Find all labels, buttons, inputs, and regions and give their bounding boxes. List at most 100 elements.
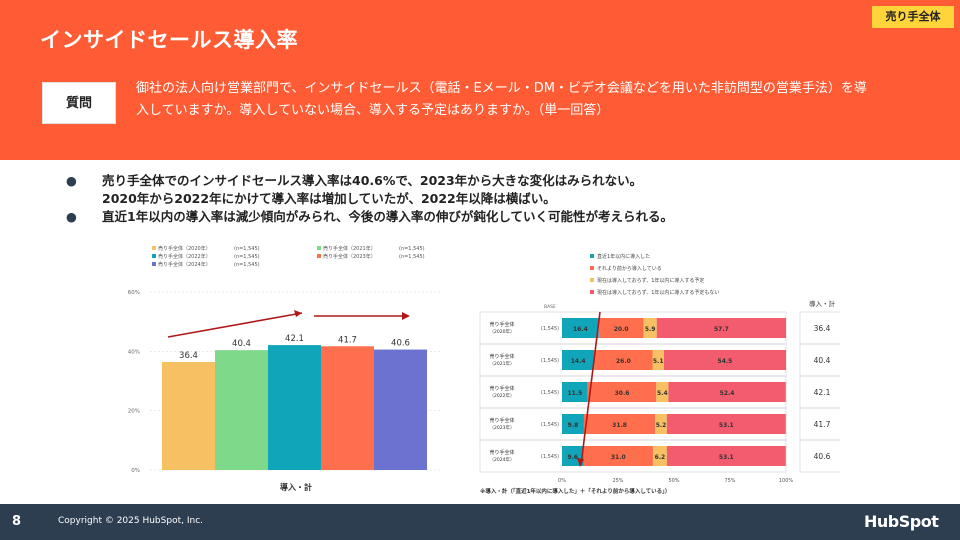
trend-arrows	[167, 310, 410, 338]
stack-segment	[655, 414, 667, 434]
hubspot-logo: HubSpot	[864, 512, 939, 531]
legend-n: (n=1,545)	[399, 246, 425, 252]
segment-label: 5.1	[653, 358, 664, 365]
x-tick-label: 75%	[724, 478, 735, 484]
legend-label: 現在は導入しておらず、1年以内に導入する予定	[597, 277, 704, 284]
summary-bullets: ● 売り手全体でのインサイドセールス導入率は40.6%で、2023年から大きな変…	[66, 172, 926, 226]
segment-label: 5.4	[657, 390, 668, 397]
stack-segment	[562, 414, 584, 434]
segment-label: 9.6	[567, 454, 578, 461]
stack-segment	[666, 414, 786, 434]
bar	[321, 346, 374, 470]
row-sublabel: （2024年）	[490, 456, 515, 463]
row-base: (1,545)	[541, 390, 559, 396]
bar	[374, 349, 427, 470]
legend-swatch	[152, 254, 156, 258]
x-tick-label: 0%	[558, 478, 566, 484]
legend-label: それより前から導入している	[597, 265, 662, 272]
row-frame	[479, 439, 787, 473]
segment-badge: 売り手全体	[872, 6, 954, 28]
legend-label: 売り手全体（2023年）	[323, 253, 376, 260]
x-axis-label: 導入・計	[280, 482, 312, 492]
stack-segment	[562, 382, 588, 402]
segment-label: 26.0	[616, 358, 631, 365]
x-axis: 0% 25% 50% 75% 100%	[558, 478, 793, 484]
stack-segment	[663, 350, 786, 370]
stack-segment	[643, 318, 657, 338]
bar	[162, 362, 215, 470]
stack-segment	[594, 350, 653, 370]
bullet-item: ● 売り手全体でのインサイドセールス導入率は40.6%で、2023年から大きな変…	[66, 172, 926, 208]
segment-label: 14.4	[571, 358, 586, 365]
row-total: 42.1	[814, 388, 831, 397]
segment-label: 5.2	[656, 422, 667, 429]
stack-segment	[583, 414, 656, 434]
trend-arrow-up	[167, 312, 303, 338]
row-total: 40.4	[814, 356, 831, 365]
y-tick-label: 40%	[128, 349, 140, 355]
chart-legend: 直近1年以内に導入したそれより前から導入している現在は導入しておらず、1年以内に…	[590, 253, 719, 296]
page-title: インサイドセールス導入率	[40, 28, 298, 52]
row-base: (1,545)	[541, 326, 559, 332]
row-total: 36.4	[814, 324, 831, 333]
segment-label: 6.2	[655, 454, 666, 461]
legend-swatch	[590, 290, 594, 294]
legend-n: (n=1,545)	[399, 254, 425, 260]
segment-label: 5.9	[645, 326, 656, 333]
footer-bar: 8 Copyright © 2025 HubSpot, Inc. HubSpot	[0, 504, 960, 540]
segment-label: 53.1	[719, 422, 734, 429]
segment-label: 30.6	[615, 390, 630, 397]
chart-legend: 売り手全体（2020年） (n=1,545) 売り手全体（2021年） (n=1,54…	[152, 245, 425, 268]
adoption-breakdown-stacked-chart: 直近1年以内に導入したそれより前から導入している現在は導入しておらず、1年以内に…	[479, 253, 840, 495]
legend-swatch	[317, 254, 321, 258]
bullet-text: 直近1年以内の導入率は減少傾向がみられ、今後の導入率の伸びが鈍化していく可能性が…	[102, 209, 673, 224]
row-sublabel: （2020年）	[490, 328, 515, 335]
row-sublabel: （2022年）	[490, 392, 515, 399]
segment-label: 57.7	[714, 326, 729, 333]
x-tick-label: 100%	[779, 478, 794, 484]
legend-n: (n=1,545)	[234, 246, 260, 252]
row-sublabel: （2021年）	[490, 360, 515, 367]
row-total: 40.6	[814, 452, 831, 461]
bar-value-label: 40.6	[391, 339, 410, 349]
legend-label: 売り手全体（2024年）	[158, 261, 211, 268]
legend-swatch	[152, 262, 156, 266]
chart-footnote: ※導入・計（「直近1年以内に導入した」＋「それより前から導入している」）	[480, 487, 670, 495]
stack-segment	[652, 350, 664, 370]
yearly-adoption-bar-chart: 売り手全体（2020年） (n=1,545) 売り手全体（2021年） (n=1,54…	[128, 245, 442, 492]
stack-segment	[668, 382, 786, 402]
trend-arrowhead	[294, 310, 302, 317]
y-tick-label: 0%	[131, 468, 140, 474]
legend-label: 売り手全体（2021年）	[323, 245, 376, 252]
stack-segment	[598, 318, 644, 338]
stack-segment	[652, 446, 667, 466]
row-label: 売り手全体	[489, 385, 514, 392]
bar-value-label: 41.7	[338, 335, 357, 345]
chart-bars: 36.4 40.4 42.1 41.7 40.6	[162, 334, 427, 470]
question-label: 質問	[42, 82, 116, 124]
bullet-icon: ●	[66, 173, 77, 188]
trend-arrowhead	[402, 312, 410, 320]
total-cell-frame	[799, 439, 840, 473]
segment-label: 11.5	[567, 390, 582, 397]
legend-swatch	[590, 254, 594, 258]
legend-swatch	[152, 246, 156, 250]
legend-swatch	[317, 246, 321, 250]
header-banner: インサイドセールス導入率 売り手全体 質問 御社の法人向け営業部門で、インサイド…	[0, 0, 960, 160]
row-base: (1,545)	[541, 454, 559, 460]
segment-label: 31.0	[611, 454, 626, 461]
legend-n: (n=1,545)	[234, 262, 260, 268]
legend-swatch	[590, 278, 594, 282]
decline-trend-arrowhead	[577, 458, 584, 467]
legend-label: 直近1年以内に導入した	[597, 253, 650, 260]
stack-segment	[656, 382, 669, 402]
y-tick-label: 20%	[128, 409, 140, 415]
row-base: (1,545)	[541, 422, 559, 428]
chart-rows: 売り手全体（2020年）(1,545) 16.4 20.0 5.9 57.7 36.4売り…	[479, 311, 840, 473]
segment-label: 16.4	[573, 326, 588, 333]
bullet-item: ● 直近1年以内の導入率は減少傾向がみられ、今後の導入率の伸びが鈍化していく可能…	[66, 208, 926, 226]
decline-trend-arrow	[580, 311, 601, 466]
bullet-text: 売り手全体でのインサイドセールス導入率は40.6%で、2023年から大きな変化は…	[102, 173, 643, 206]
row-total: 41.7	[814, 420, 831, 429]
segment-label: 31.8	[612, 422, 627, 429]
